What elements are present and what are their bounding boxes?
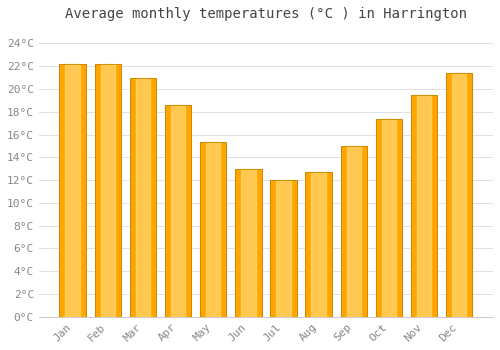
Bar bbox=[312, 172, 326, 317]
Bar bbox=[340, 146, 367, 317]
Bar bbox=[200, 142, 226, 317]
Bar bbox=[165, 105, 191, 317]
Bar bbox=[94, 64, 121, 317]
Bar bbox=[165, 105, 191, 317]
Bar bbox=[306, 172, 332, 317]
Bar bbox=[446, 73, 472, 317]
Bar bbox=[136, 78, 150, 317]
Bar bbox=[241, 169, 256, 317]
Bar bbox=[206, 142, 220, 317]
Bar bbox=[376, 119, 402, 317]
Bar bbox=[276, 180, 291, 317]
Bar bbox=[60, 64, 86, 317]
Bar bbox=[376, 119, 402, 317]
Bar bbox=[235, 169, 262, 317]
Bar bbox=[411, 94, 438, 317]
Bar bbox=[306, 172, 332, 317]
Bar bbox=[270, 180, 296, 317]
Bar bbox=[60, 64, 86, 317]
Bar bbox=[417, 94, 432, 317]
Bar bbox=[411, 94, 438, 317]
Title: Average monthly temperatures (°C ) in Harrington: Average monthly temperatures (°C ) in Ha… bbox=[65, 7, 467, 21]
Bar bbox=[66, 64, 80, 317]
Bar bbox=[382, 119, 396, 317]
Bar bbox=[100, 64, 115, 317]
Bar bbox=[200, 142, 226, 317]
Bar bbox=[171, 105, 186, 317]
Bar bbox=[235, 169, 262, 317]
Bar bbox=[340, 146, 367, 317]
Bar bbox=[130, 78, 156, 317]
Bar bbox=[346, 146, 361, 317]
Bar bbox=[452, 73, 466, 317]
Bar bbox=[446, 73, 472, 317]
Bar bbox=[130, 78, 156, 317]
Bar bbox=[94, 64, 121, 317]
Bar bbox=[270, 180, 296, 317]
